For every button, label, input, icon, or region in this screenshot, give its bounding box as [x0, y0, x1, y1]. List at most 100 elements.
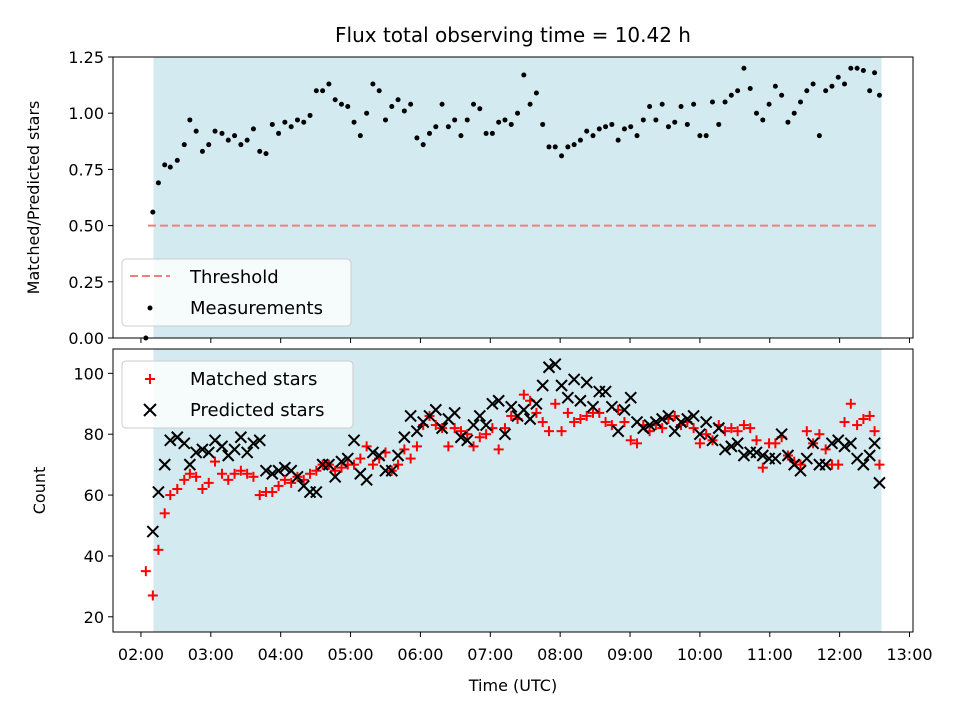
measurement-point	[728, 92, 734, 98]
cross-stroke-b	[693, 427, 707, 441]
cross-stroke-b	[454, 431, 468, 444]
predicted-star-point	[310, 485, 323, 499]
top-y-tick-label: 1.00	[68, 104, 104, 123]
measurement-point	[810, 81, 816, 87]
measurement-point	[357, 133, 363, 139]
measurement-point	[659, 101, 665, 107]
measurement-point	[665, 124, 671, 130]
predicted-star-point	[178, 437, 191, 450]
predicted-star-point	[750, 446, 763, 459]
predicted-star-point	[523, 412, 537, 426]
cross-stroke-b	[712, 421, 725, 435]
bottom-legend: Matched stars Predicted stars	[121, 360, 354, 429]
measurement-point	[835, 74, 841, 80]
predicted-star-point	[699, 415, 713, 429]
matched-star-point	[279, 474, 290, 485]
measurement-point	[779, 92, 785, 98]
predicted-star-point	[586, 400, 600, 414]
matched-star-point	[814, 429, 825, 440]
top-panel: 0.00 0.25 0.50 0.75 1.00 1.25 Flux total obse…	[24, 23, 914, 348]
bottom-y-tick-label: 40	[84, 547, 104, 566]
measurement-point	[672, 119, 678, 125]
cross-stroke-b	[473, 409, 487, 423]
measurement-point	[876, 92, 882, 98]
matched-star-point	[455, 426, 466, 437]
matched-star-point	[869, 426, 880, 437]
matched-star-point	[493, 444, 504, 455]
matched-star-point	[581, 410, 592, 421]
cross-stroke-b	[297, 479, 310, 493]
measurement-point	[615, 137, 621, 143]
predicted-star-point	[322, 458, 336, 471]
measurement-point	[741, 65, 747, 71]
cross-stroke-b	[750, 446, 763, 459]
top-legend-box	[121, 258, 352, 327]
predicted-star-point	[247, 437, 260, 450]
predicted-star-point	[391, 449, 405, 462]
measurement-point	[747, 85, 753, 91]
measurement-point	[301, 119, 307, 125]
measurement-point	[382, 117, 388, 123]
cross-stroke-b	[737, 449, 751, 462]
matched-star-point	[184, 468, 195, 479]
cross-stroke-b	[819, 458, 832, 471]
measurements-series	[143, 65, 882, 341]
cross-stroke-b	[630, 415, 644, 429]
cross-stroke-b	[171, 431, 184, 444]
matched-star-point	[140, 566, 151, 577]
predicted-star-point	[775, 427, 788, 441]
bottom-axes-frame	[112, 348, 914, 633]
cross-stroke-b	[253, 434, 266, 447]
cross-stroke-b	[725, 440, 738, 453]
measurement-point	[596, 126, 602, 132]
matched-star-point	[632, 438, 643, 449]
top-y-tick-label: 0.50	[68, 217, 104, 236]
predicted-star-point	[398, 431, 411, 444]
predicted-star-point	[693, 427, 707, 441]
measurement-point	[842, 81, 848, 87]
predicted-star-point	[756, 449, 769, 462]
predicted-star-point	[479, 418, 493, 432]
predicted-star-point	[800, 452, 814, 465]
cross-stroke-b	[794, 464, 807, 477]
measurement-point	[628, 124, 634, 130]
cross-stroke-b	[838, 440, 851, 453]
bottom-x-tick-label: 11:00	[747, 645, 793, 664]
matched-star-point	[864, 410, 875, 421]
measurement-point	[634, 133, 640, 139]
predicted-star-point	[530, 397, 543, 410]
measurement-point	[496, 119, 502, 125]
measurement-point	[508, 121, 514, 127]
predicted-star-point	[611, 424, 625, 438]
measurement-point	[376, 88, 382, 94]
cross-stroke-b	[850, 452, 864, 465]
matched-star-point	[203, 477, 214, 488]
cross-stroke-b	[152, 485, 165, 499]
matched-star-point	[399, 444, 410, 455]
bottom-x-tick-label: 04:00	[258, 645, 304, 664]
matched-star-point	[474, 432, 485, 443]
measurement-point	[294, 117, 300, 123]
predicted-star-point	[492, 394, 505, 407]
matched-star-point	[575, 413, 586, 424]
matched-star-point	[858, 413, 869, 424]
legend-predicted-label: Predicted stars	[190, 400, 324, 421]
measurement-point	[167, 164, 173, 170]
cross-stroke-b	[542, 361, 556, 374]
measurement-point	[250, 126, 256, 132]
cross-stroke-b	[561, 391, 575, 404]
cross-stroke-b	[429, 403, 443, 417]
measurement-point	[408, 101, 414, 107]
cross-stroke-b	[259, 464, 273, 477]
cross-stroke-b	[284, 464, 298, 477]
measurement-point	[257, 148, 263, 154]
cross-stroke-b	[461, 434, 474, 447]
predicted-star-point	[278, 461, 292, 474]
measurement-point	[621, 126, 627, 132]
measurement-point	[162, 162, 168, 168]
predicted-star-point	[857, 458, 870, 471]
matched-star-point	[770, 438, 781, 449]
cross-stroke-b	[505, 400, 518, 414]
predicted-star-point	[429, 403, 443, 417]
measurement-point	[464, 117, 470, 123]
